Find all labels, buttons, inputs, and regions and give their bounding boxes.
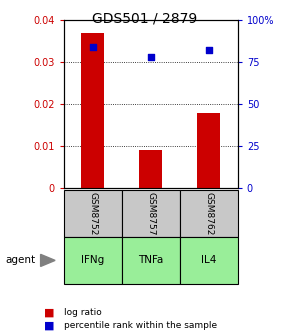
Text: GSM8752: GSM8752 [88,192,97,235]
Point [90,44,95,50]
Text: ■: ■ [44,321,54,331]
Text: log ratio: log ratio [64,308,102,317]
Text: GSM8757: GSM8757 [146,192,155,235]
Text: IL4: IL4 [201,255,217,265]
Text: GDS501 / 2879: GDS501 / 2879 [93,12,197,26]
Point [206,48,211,53]
Text: TNFa: TNFa [138,255,164,265]
Text: GSM8762: GSM8762 [204,192,213,235]
Text: percentile rank within the sample: percentile rank within the sample [64,322,217,330]
Text: IFNg: IFNg [81,255,104,265]
Bar [81,33,104,188]
Bar [197,113,220,188]
Point [148,54,153,60]
Bar [139,151,162,188]
Text: ■: ■ [44,307,54,318]
Text: agent: agent [6,255,36,265]
